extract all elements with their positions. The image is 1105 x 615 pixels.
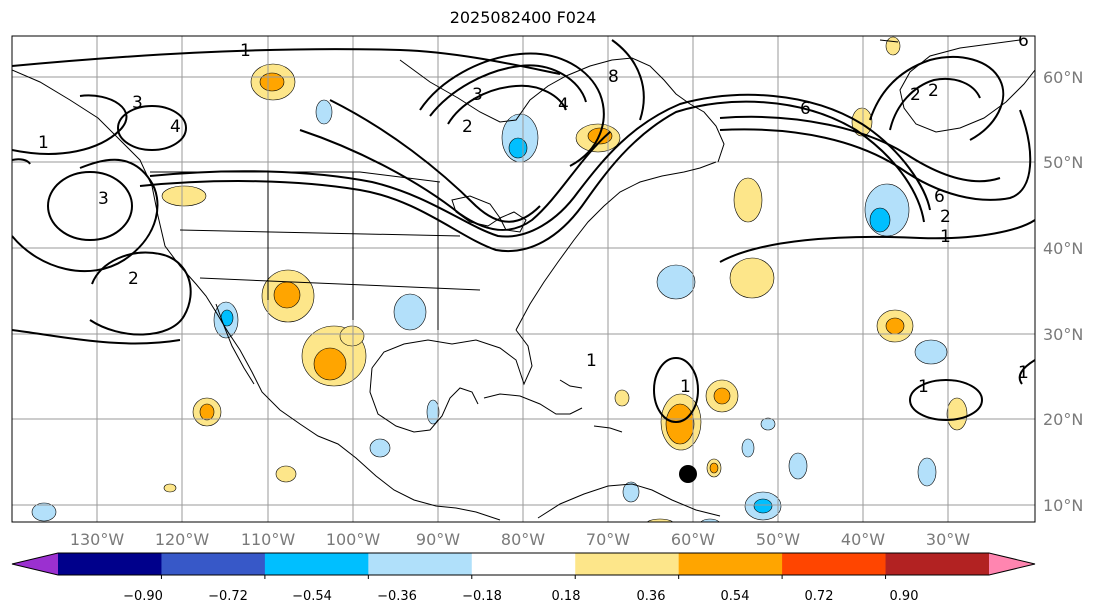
- lat-label: 20°N: [1043, 410, 1083, 429]
- contour-lines: [12, 39, 1035, 423]
- lat-label: 60°N: [1043, 68, 1083, 87]
- contour-label: 2: [462, 117, 473, 137]
- colorbar-segment: [368, 553, 473, 575]
- colorbar-segment: [58, 553, 162, 575]
- map-border: [11, 35, 1036, 523]
- lon-label: 80°W: [501, 530, 545, 549]
- contour-label: 2: [910, 85, 921, 105]
- lon-label: 110°W: [241, 530, 296, 549]
- colorbar-segment: [678, 553, 783, 575]
- lon-label: 70°W: [586, 530, 630, 549]
- contour-label: 3: [132, 93, 143, 113]
- lon-label: 100°W: [326, 530, 381, 549]
- colorbar-segment: [782, 553, 887, 575]
- colorbar-segment: [264, 553, 369, 575]
- contour-label: 2: [128, 269, 139, 289]
- colorbar-segment: [885, 553, 990, 575]
- colorbar-segment: [471, 553, 576, 575]
- lat-label: 40°N: [1043, 239, 1083, 258]
- lat-label: 30°N: [1043, 325, 1083, 344]
- contour-label-group: 1 2 3 4 6 8 1 2 3 4 6 1 2 3 2 1 1 6 2 1 …: [38, 31, 1029, 397]
- contour-label: 4: [558, 95, 569, 115]
- colorbar-tick-label: 0.72: [805, 589, 834, 604]
- contour-label: 6: [1018, 31, 1029, 51]
- contour-label: 2: [940, 207, 951, 227]
- contour-label: 2: [928, 81, 939, 101]
- colorbar-outline: [11, 552, 1036, 576]
- longitude-labels: 130°W 120°W 110°W 100°W 90°W 80°W 70°W 6…: [70, 530, 970, 549]
- contour-label: 8: [608, 67, 619, 87]
- colorbar-tick-label: 0.54: [721, 589, 750, 604]
- colorbar-tick-label: −0.36: [377, 589, 417, 604]
- map-title: 2025082400 F024: [449, 8, 597, 27]
- contour-label: 1: [38, 133, 49, 153]
- contour-label: 6: [934, 187, 945, 207]
- colorbar-extend-low: [12, 553, 58, 575]
- contour-label: 1: [586, 351, 597, 371]
- lon-label: 30°W: [926, 530, 970, 549]
- contour-label: 1: [918, 377, 929, 397]
- lat-label: 50°N: [1043, 153, 1083, 172]
- colorbar-tick-label: −0.90: [123, 589, 163, 604]
- lon-label: 90°W: [416, 530, 460, 549]
- contour-label: 4: [170, 117, 181, 137]
- lon-label: 50°W: [756, 530, 800, 549]
- contour-label: 1: [940, 227, 951, 247]
- storm-position-marker: [679, 465, 697, 483]
- lon-label: 120°W: [155, 530, 210, 549]
- contour-label: 1: [680, 377, 691, 397]
- colorbar-segment: [161, 553, 266, 575]
- coastlines: [12, 39, 1035, 521]
- lon-label: 130°W: [70, 530, 125, 549]
- contour-label: 6: [800, 99, 811, 119]
- colorbar-tick-label: −0.18: [462, 589, 502, 604]
- contour-label: 3: [98, 189, 109, 209]
- colorbar-tick-label: −0.54: [292, 589, 332, 604]
- colorbar-tick-label: 0.18: [552, 589, 581, 604]
- colorbar-extend-high: [989, 553, 1035, 575]
- graticule: [12, 36, 1035, 522]
- lat-label: 10°N: [1043, 496, 1083, 515]
- colorbar-tick-label: −0.72: [208, 589, 248, 604]
- colorbar-tick-label: 0.36: [637, 589, 666, 604]
- lon-label: 40°W: [841, 530, 885, 549]
- colorbar-tick-label: 0.90: [890, 589, 919, 604]
- colorbar-tick-labels: −0.90 −0.72 −0.54 −0.36 −0.18 0.18 0.36 …: [123, 589, 918, 604]
- contour-label: 3: [472, 85, 483, 105]
- latitude-labels: 60°N 50°N 40°N 30°N 20°N 10°N: [1043, 68, 1083, 515]
- contour-label: 1: [1018, 363, 1029, 383]
- contour-label: 1: [240, 41, 251, 61]
- colorbar-segment: [575, 553, 680, 575]
- lon-label: 60°W: [671, 530, 715, 549]
- colorbar: [11, 552, 1036, 579]
